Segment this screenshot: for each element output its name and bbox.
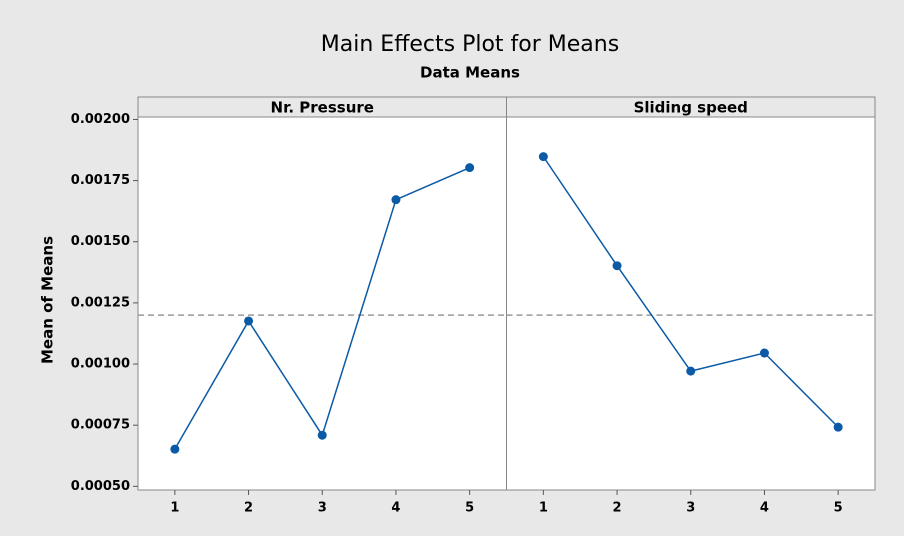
panel-header: [506, 96, 876, 118]
data-point: [759, 348, 769, 358]
x-tick-label: 4: [760, 501, 769, 516]
y-tick-label: 0.00125: [71, 295, 130, 310]
y-tick-label: 0.00075: [71, 418, 130, 433]
panel: [506, 116, 876, 491]
data-point: [244, 316, 254, 326]
data-point: [612, 261, 622, 271]
x-tick-label: 5: [834, 501, 843, 516]
x-tick-label: 1: [539, 501, 548, 516]
data-point: [170, 444, 180, 454]
x-tick-label: 3: [686, 501, 695, 516]
y-tick-label: 0.00150: [71, 234, 130, 249]
x-tick-label: 2: [244, 501, 253, 516]
data-point: [833, 422, 843, 432]
data-point: [465, 163, 475, 173]
x-tick-label: 5: [465, 501, 474, 516]
data-point: [686, 366, 696, 376]
x-tick-label: 4: [391, 501, 400, 516]
data-point: [391, 195, 401, 205]
chart-title: Main Effects Plot for Means: [321, 32, 619, 57]
data-point: [538, 152, 548, 162]
y-tick-label: 0.00100: [71, 357, 130, 372]
y-tick-label: 0.00050: [71, 479, 130, 494]
chart-subtitle: Data Means: [420, 64, 520, 82]
y-tick-label: 0.00175: [71, 173, 130, 188]
x-tick-label: 3: [318, 501, 327, 516]
panel: [137, 116, 507, 491]
x-tick-label: 2: [613, 501, 622, 516]
panel-label: Sliding speed: [634, 99, 748, 117]
y-axis-label: Mean of Means: [39, 236, 57, 364]
panel-label: Nr. Pressure: [271, 99, 374, 117]
y-tick-label: 0.00200: [71, 112, 130, 127]
data-point: [317, 430, 327, 440]
x-tick-label: 1: [170, 501, 179, 516]
